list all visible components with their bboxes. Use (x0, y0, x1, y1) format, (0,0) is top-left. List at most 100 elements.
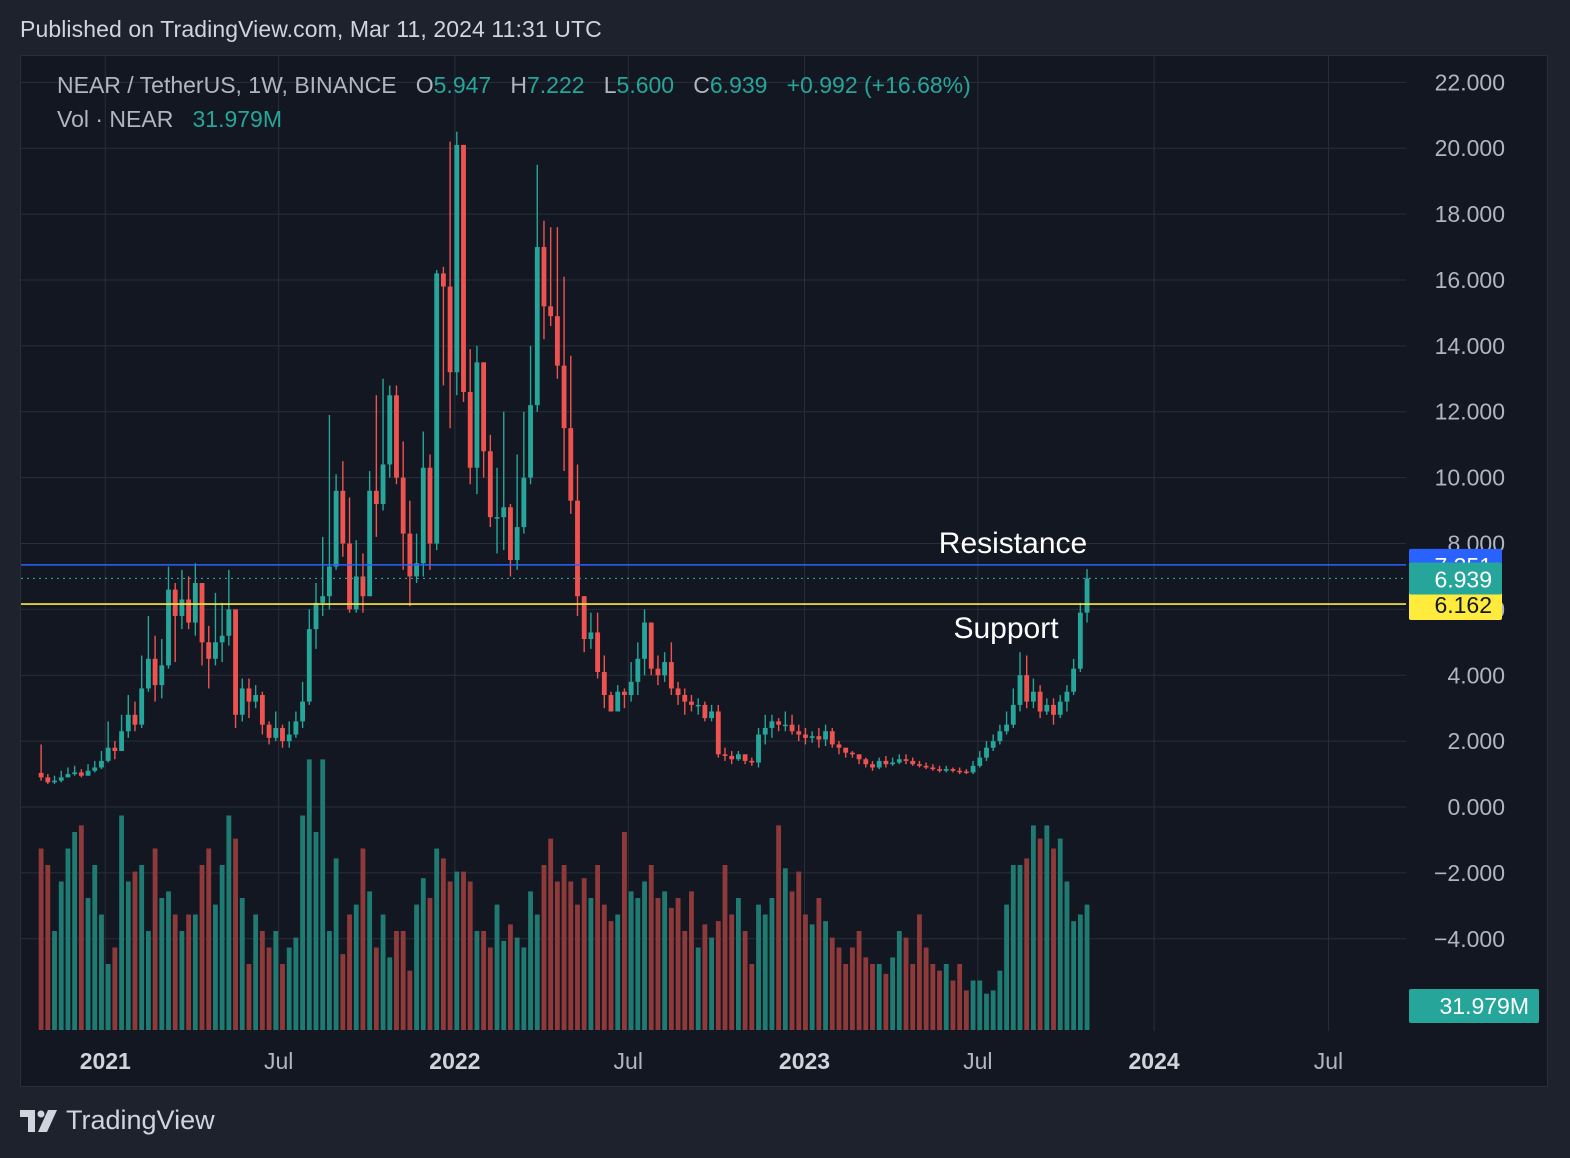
volume-bar (648, 865, 654, 1030)
volume-bar (427, 898, 433, 1030)
candle-body (622, 691, 627, 696)
volume-bar (78, 825, 84, 1030)
candle-body (186, 599, 192, 623)
candle-body (1057, 701, 1063, 715)
volume-label[interactable]: Vol · NEAR (57, 106, 174, 132)
volume-tag (1409, 989, 1539, 1023)
candle-body (984, 747, 989, 758)
volume-bar (722, 865, 728, 1030)
y-tick-label: 18.000 (1435, 201, 1505, 227)
volume-bar (394, 931, 399, 1030)
volume-bar (890, 957, 896, 1030)
volume-bar (963, 990, 969, 1030)
candle-body (749, 760, 755, 763)
candle-body (78, 772, 84, 776)
published-header: Published on TradingView.com, Mar 11, 20… (20, 16, 602, 42)
volume-bar (1030, 825, 1036, 1030)
volume-bar (903, 937, 909, 1030)
volume-bar (923, 947, 929, 1030)
close-value: 6.939 (709, 72, 768, 98)
candle-body (561, 365, 567, 429)
candle-body (246, 688, 252, 702)
candle-body (206, 642, 212, 659)
volume-bar (575, 904, 580, 1030)
volume-bar (1071, 921, 1077, 1030)
volume-bar (521, 947, 527, 1030)
candle-body (890, 762, 896, 765)
x-tick-label: 2023 (779, 1048, 830, 1074)
candle-body (259, 695, 265, 725)
volume-bar (749, 964, 755, 1030)
volume-bar (487, 947, 493, 1030)
volume-legend: Vol · NEAR 31.979M (57, 106, 282, 133)
volume-bar (132, 871, 138, 1030)
volume-bar (561, 865, 567, 1030)
volume-bar (508, 924, 513, 1030)
volume-bar (803, 914, 808, 1030)
volume-bar (179, 931, 185, 1030)
candle-body (776, 721, 782, 725)
volume-bar (199, 865, 205, 1030)
volume-bar (729, 914, 735, 1030)
volume-bar (92, 865, 98, 1030)
volume-bar (327, 931, 332, 1030)
volume-bar (1004, 904, 1010, 1030)
candle-body (789, 724, 795, 732)
candle-body (440, 273, 446, 287)
volume-bar (876, 964, 882, 1030)
candle-body (903, 759, 909, 761)
candle-body (595, 632, 601, 672)
price-chart[interactable]: Resistance Support 22.000 20.000 18.000 16.0… (21, 56, 1549, 1088)
candle-body (501, 507, 507, 518)
volume-bar (440, 858, 446, 1030)
candle-body (199, 583, 205, 643)
candle-body (233, 609, 238, 715)
candle-body (407, 533, 413, 577)
volume-bar (434, 848, 440, 1030)
candle-body (849, 752, 855, 755)
candle-body (782, 724, 788, 727)
candle-body (642, 622, 647, 659)
volume-bar (843, 964, 849, 1030)
tradingview-logo[interactable]: TradingView (20, 1105, 215, 1136)
volume-bar (534, 914, 540, 1030)
volume-bar (675, 898, 681, 1030)
candle-body (273, 727, 279, 738)
candle-body (648, 622, 654, 669)
candle-body (85, 770, 91, 776)
volume-bar (957, 964, 963, 1030)
volume-bar (186, 914, 192, 1030)
volume-bar (910, 964, 916, 1030)
symbol-label[interactable]: NEAR / TetherUS, 1W, BINANCE (57, 72, 397, 98)
volume-bar (320, 759, 326, 1030)
volume-bar (796, 871, 802, 1030)
volume-bar (72, 832, 78, 1030)
y-tick-label: 10.000 (1435, 465, 1505, 491)
candle-body (266, 724, 272, 738)
candle-body (930, 767, 936, 770)
candle-body (179, 599, 185, 616)
volume-bar (756, 904, 761, 1030)
candle-body (166, 589, 171, 666)
volume-bar (581, 878, 587, 1030)
candle-body (72, 772, 78, 775)
resistance-label: Resistance (939, 527, 1087, 560)
volume-bar (950, 980, 956, 1030)
volume-bar (615, 914, 621, 1030)
candle-body (950, 769, 956, 771)
volume-bar (588, 898, 594, 1030)
candle-body (119, 731, 124, 752)
volume-bar (628, 891, 634, 1030)
volume-bar (1064, 881, 1070, 1030)
volume-bar (769, 898, 775, 1030)
candle-body (253, 695, 259, 702)
candle-body (937, 769, 942, 771)
candle-body (554, 316, 560, 366)
volume-bar (870, 964, 875, 1030)
candle-body (461, 144, 466, 392)
volume-bar (856, 931, 862, 1030)
volume-bar (38, 848, 44, 1030)
candle-body (1051, 704, 1056, 715)
volume-bar (896, 931, 902, 1030)
chart-panel[interactable]: Resistance Support 22.000 20.000 18.000 16.0… (20, 55, 1548, 1087)
